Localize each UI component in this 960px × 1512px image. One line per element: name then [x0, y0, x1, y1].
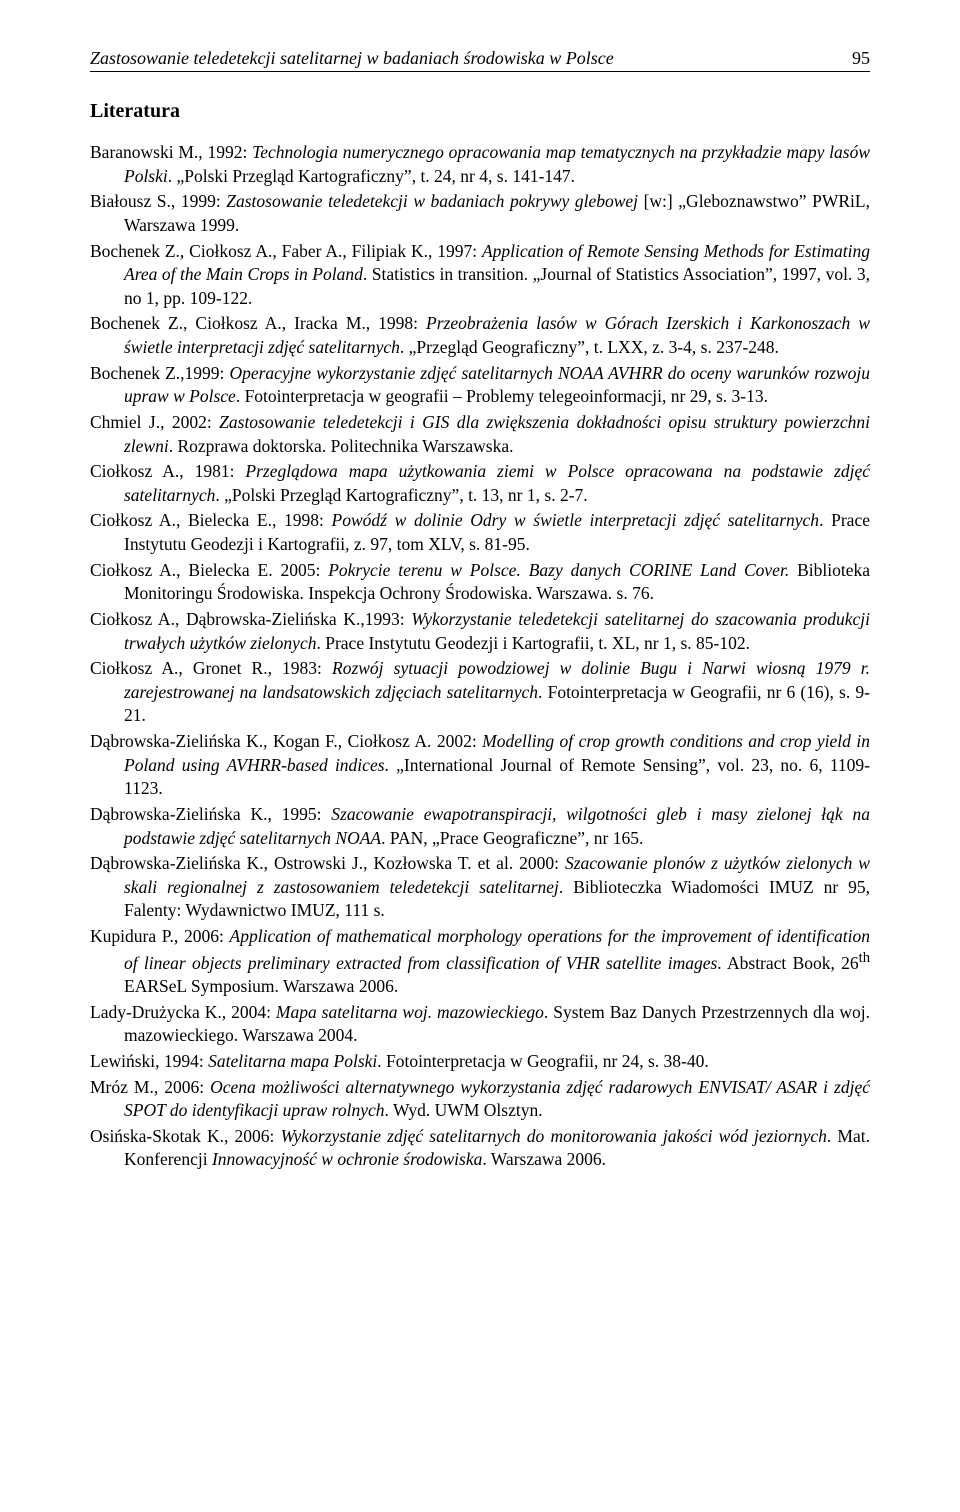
reference-item: Mróz M., 2006: Ocena możliwości alternat… — [90, 1076, 870, 1123]
reference-item: Dąbrowska-Zielińska K., Ostrowski J., Ko… — [90, 852, 870, 923]
reference-item: Bochenek Z., Ciołkosz A., Iracka M., 199… — [90, 312, 870, 359]
reference-item: Lady-Drużycka K., 2004: Mapa satelitarna… — [90, 1001, 870, 1048]
reference-item: Białousz S., 1999: Zastosowanie teledete… — [90, 190, 870, 237]
reference-item: Dąbrowska-Zielińska K., Kogan F., Ciołko… — [90, 730, 870, 801]
reference-item: Ciołkosz A., Gronet R., 1983: Rozwój syt… — [90, 657, 870, 728]
section-heading-literatura: Literatura — [90, 100, 870, 123]
reference-item: Ciołkosz A., Bielecka E., 1998: Powódź w… — [90, 509, 870, 556]
reference-item: Ciołkosz A., Bielecka E. 2005: Pokrycie … — [90, 559, 870, 606]
reference-item: Ciołkosz A., Dąbrowska-Zielińska K.,1993… — [90, 608, 870, 655]
running-header: Zastosowanie teledetekcji satelitarnej w… — [90, 48, 870, 72]
running-title: Zastosowanie teledetekcji satelitarnej w… — [90, 48, 832, 69]
reference-item: Ciołkosz A., 1981: Przeglądowa mapa użyt… — [90, 460, 870, 507]
reference-item: Lewiński, 1994: Satelitarna mapa Polski.… — [90, 1050, 870, 1074]
reference-item: Bochenek Z., Ciołkosz A., Faber A., Fili… — [90, 240, 870, 311]
reference-item: Chmiel J., 2002: Zastosowanie teledetekc… — [90, 411, 870, 458]
reference-item: Dąbrowska-Zielińska K., 1995: Szacowanie… — [90, 803, 870, 850]
reference-item: Osińska-Skotak K., 2006: Wykorzystanie z… — [90, 1125, 870, 1172]
reference-item: Bochenek Z.,1999: Operacyjne wykorzystan… — [90, 362, 870, 409]
reference-item: Baranowski M., 1992: Technologia numeryc… — [90, 141, 870, 188]
reference-item: Kupidura P., 2006: Application of mathem… — [90, 925, 870, 999]
page-number: 95 — [832, 48, 870, 69]
page-container: Zastosowanie teledetekcji satelitarnej w… — [0, 0, 960, 1222]
